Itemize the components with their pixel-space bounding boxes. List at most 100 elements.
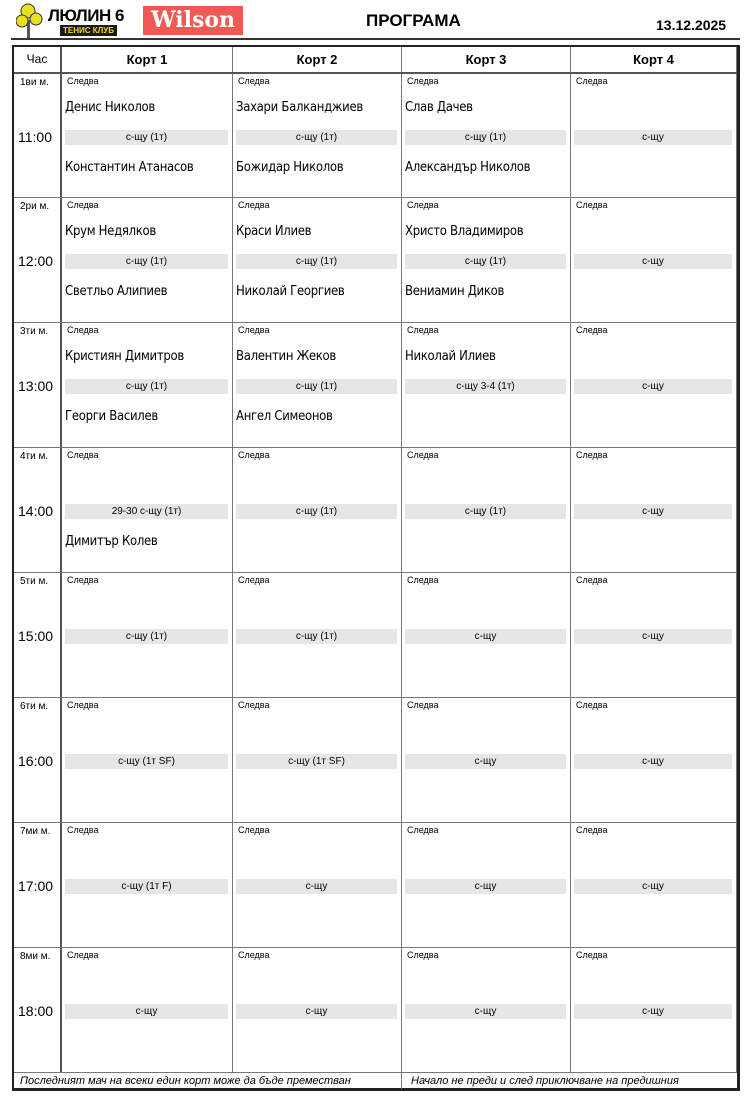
court-cell: Следва с-щу (1т SF) [233,698,402,822]
time-cell: 3ти м. 13:00 [14,323,62,447]
court-cell: Следва Николай Илиев с-щу 3-4 (1т) [402,323,571,447]
next-label: Следва [67,950,99,960]
next-label: Следва [238,325,270,335]
match-info: с-щу (1т SF) [65,754,228,769]
next-label: Следва [238,76,270,86]
player-2: Димитър Колев [65,534,158,549]
court-cell: Следва Христо Владимиров с-щу (1т) Вениамин… [402,198,571,322]
table-row: 8ми м. 18:00 Следва с-щу Следва с-щу Следва с-щ… [14,947,737,1072]
next-label: Следва [238,575,270,585]
match-info: с-щу (1т) [236,130,397,145]
court-cell: Следва с-щу (1т) [233,573,402,697]
court-cell: Следва с-щу [571,823,737,947]
schedule-table: Час Корт 1 Корт 2 Корт 3 Корт 4 1ви м. 11:00 Сл… [12,45,740,1091]
table-row: 5ти м. 15:00 Следва с-щу (1т) Следва с-щу (1т… [14,572,737,697]
match-info: с-щу (1т) [405,504,566,519]
match-info: с-щу (1т) [236,504,397,519]
player-1: Крум Недялков [65,224,156,239]
time-cell: 7ми м. 17:00 [14,823,62,947]
next-label: Следва [67,575,99,585]
time-cell: 8ми м. 18:00 [14,948,62,1072]
table-row: 4ти м. 14:00 Следва 29-30 с-щу (1т) Димитър … [14,447,737,572]
court-cell: Следва Валентин Жеков с-щу (1т) Ангел Симео… [233,323,402,447]
footer-right: Начало не преди и след приключване на пр… [401,1073,679,1089]
player-1: Валентин Жеков [236,349,336,364]
player-1: Слав Дачев [405,100,473,115]
next-label: Следва [407,825,439,835]
match-info: с-щу [405,879,566,894]
court-cell: Следва Крум Недялков с-щу (1т) Светльо Алип… [62,198,233,322]
player-2: Божидар Николов [236,160,344,175]
match-info: с-щу [574,254,732,269]
court-cell: Следва Денис Николов с-щу (1т) Константин А… [62,74,233,198]
table-row: 2ри м. 12:00 Следва Крум Недялков с-щу (1т) С… [14,197,737,322]
court-cell: Следва с-щу [571,74,737,198]
match-info: с-щу [574,130,732,145]
player-2: Николай Георгиев [236,284,345,299]
player-2: Светльо Алипиев [65,284,168,299]
next-label: Следва [407,700,439,710]
column-header-court-2: Корт 2 [233,47,402,72]
next-label: Следва [238,950,270,960]
column-header-court-3: Корт 3 [402,47,571,72]
page-title: ПРОГРАМА [366,11,461,30]
table-row: 7ми м. 17:00 Следва с-щу (1т F) Следва с-щу Сл… [14,822,737,947]
next-label: Следва [576,950,608,960]
next-label: Следва [67,450,99,460]
player-1: Кристиян Димитров [65,349,184,364]
match-info: с-щу [236,879,397,894]
start-time: 12:00 [18,253,54,269]
court-cell: Следва Кристиян Димитров с-щу (1т) Георги В… [62,323,233,447]
next-label: Следва [576,575,608,585]
court-cell: Следва с-щу [402,823,571,947]
match-slot: 2ри м. [20,201,50,212]
next-label: Следва [576,450,608,460]
tennis-tree-logo-icon [16,3,43,38]
next-label: Следва [407,575,439,585]
next-label: Следва [67,825,99,835]
footer-note: Последният мач на всеки един корт може д… [14,1072,737,1089]
match-info: с-щу [405,629,566,644]
column-header-court-4: Корт 4 [571,47,737,72]
player-1: Денис Николов [65,100,155,115]
club-subtitle: ТЕНИС КЛУБ [60,25,117,36]
court-cell: Следва с-щу [402,698,571,822]
match-info: с-щу [574,504,732,519]
next-label: Следва [238,200,270,210]
player-2: Александър Николов [405,160,531,175]
start-time: 18:00 [18,1003,54,1019]
player-1: Христо Владимиров [405,224,524,239]
court-cell: Следва с-щу (1т) [233,448,402,572]
match-slot: 8ми м. [20,951,51,962]
table-row: 3ти м. 13:00 Следва Кристиян Димитров с-щу (… [14,322,737,447]
next-label: Следва [238,700,270,710]
court-cell: Следва с-щу [571,448,737,572]
match-info: с-щу (1т F) [65,879,228,894]
match-info: с-щу (1т) [405,130,566,145]
match-slot: 7ми м. [20,826,51,837]
court-cell: Следва с-щу [571,198,737,322]
match-info: с-щу (1т) [405,254,566,269]
court-cell: Следва с-щу [571,698,737,822]
court-cell: Следва с-щу (1т) [402,448,571,572]
next-label: Следва [67,325,99,335]
match-slot: 1ви м. [20,77,49,88]
court-cell: Следва с-щу [571,323,737,447]
table-row: 1ви м. 11:00 Следва Денис Николов с-щу (1т) К… [14,72,737,198]
match-info: с-щу [405,1004,566,1019]
next-label: Следва [576,200,608,210]
player-2: Константин Атанасов [65,160,194,175]
header: ЛЮЛИН 6 ТЕНИС КЛУБ Wilson ПРОГРАМА 13.12… [0,0,750,40]
match-info: с-щу [574,1004,732,1019]
footer-left: Последният мач на всеки един корт може д… [20,1075,351,1087]
court-cell: Следва 29-30 с-щу (1т) Димитър Колев [62,448,233,572]
start-time: 11:00 [18,129,52,145]
match-info: 29-30 с-щу (1т) [65,504,228,519]
court-cell: Следва с-щу [571,573,737,697]
match-info: с-щу [574,379,732,394]
time-cell: 2ри м. 12:00 [14,198,62,322]
match-info: с-щу [65,1004,228,1019]
table-row: 6ти м. 16:00 Следва с-щу (1т SF) Следва с-щу … [14,697,737,822]
player-1: Захари Балканджиев [236,100,363,115]
match-info: с-щу (1т) [236,379,397,394]
